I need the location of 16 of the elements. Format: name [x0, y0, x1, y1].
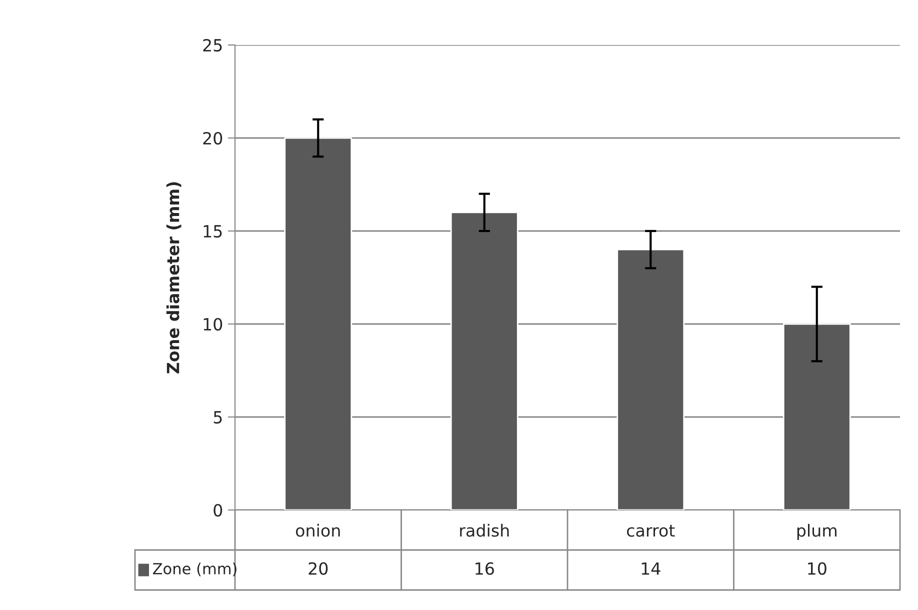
x-tick-label: plum: [797, 524, 836, 540]
data-label: 10: [808, 562, 826, 575]
y-tick-label: 20: [203, 132, 222, 145]
data-label: 16: [476, 562, 494, 575]
y-tick-label: 10: [204, 318, 222, 331]
data-label: 14: [642, 562, 660, 575]
x-tick-label: radish: [460, 524, 509, 537]
y-tick-label: 15: [204, 225, 222, 238]
x-tick-label: onion: [296, 524, 340, 537]
x-tick-label: carrot: [626, 524, 675, 537]
data-label: 20: [308, 562, 328, 575]
y-tick-label: 25: [203, 38, 222, 52]
y-axis-title: Zone diameter (mm): [166, 182, 182, 374]
y-tick-label: 0: [214, 504, 222, 517]
legend-label: Zone (mm): [152, 562, 236, 576]
y-tick-label: 5: [214, 411, 222, 424]
